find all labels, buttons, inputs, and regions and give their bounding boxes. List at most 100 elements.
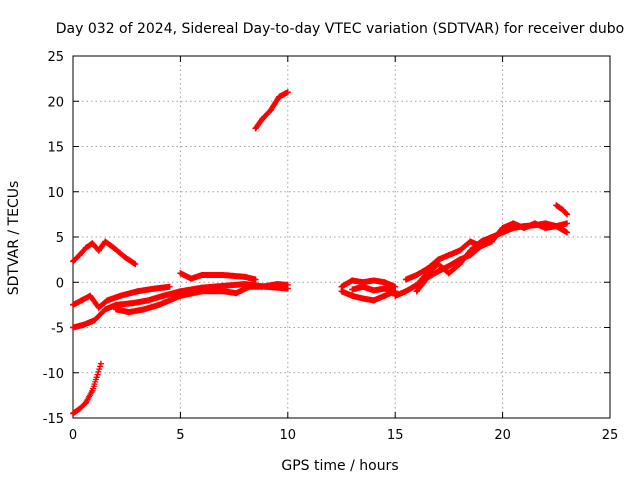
- data-point: [104, 297, 111, 304]
- y-tick-label: 15: [47, 141, 64, 156]
- data-point: [89, 387, 96, 394]
- x-tick-label: 25: [602, 428, 619, 443]
- y-tick-label: 25: [47, 50, 64, 65]
- data-point: [359, 295, 366, 302]
- data-point: [220, 272, 227, 279]
- x-tick-label: 20: [494, 428, 511, 443]
- data-point: [188, 275, 195, 282]
- data-point: [510, 220, 517, 227]
- chart-title: Day 032 of 2024, Sidereal Day-to-day VTE…: [56, 21, 624, 37]
- data-point: [130, 300, 137, 307]
- x-axis-label: GPS time / hours: [281, 458, 398, 474]
- y-axis-label: SDTVAR / TECUs: [6, 181, 22, 296]
- data-point: [102, 238, 109, 245]
- data-point: [564, 229, 571, 236]
- data-point: [112, 306, 119, 313]
- data-point: [424, 265, 431, 272]
- data-point: [424, 274, 431, 281]
- data-point: [177, 292, 184, 299]
- series-arc-3: [70, 283, 173, 311]
- data-point: [134, 288, 141, 295]
- y-tick-label: 10: [47, 186, 64, 201]
- data-point: [82, 244, 89, 251]
- data-point: [553, 202, 560, 209]
- data-point: [220, 288, 227, 295]
- data-point: [132, 261, 139, 268]
- data-point: [177, 270, 184, 277]
- data-point: [381, 285, 388, 292]
- data-point: [445, 252, 452, 259]
- data-point: [140, 306, 147, 313]
- data-point: [284, 281, 291, 288]
- data-point: [241, 273, 248, 280]
- data-point: [402, 288, 409, 295]
- data-point: [349, 286, 356, 293]
- data-point: [125, 309, 132, 316]
- x-tick-label: 0: [69, 428, 77, 443]
- data-point: [402, 276, 409, 283]
- data-point: [80, 321, 87, 328]
- data-point: [559, 206, 566, 213]
- data-point: [370, 277, 377, 284]
- data-point: [531, 220, 538, 227]
- data-point: [220, 282, 227, 289]
- data-point: [413, 272, 420, 279]
- series-arc-9: [338, 277, 399, 290]
- series-arc-14: [553, 202, 571, 218]
- data-point: [488, 238, 495, 245]
- data-point: [370, 287, 377, 294]
- data-point: [145, 297, 152, 304]
- x-tick-label: 5: [176, 428, 184, 443]
- data-point: [435, 268, 442, 275]
- data-point: [70, 301, 76, 308]
- data-point: [392, 292, 399, 299]
- grid-lines: [73, 56, 610, 418]
- data-point: [110, 244, 117, 251]
- data-point: [252, 125, 259, 132]
- data-point: [70, 258, 76, 265]
- data-point: [478, 243, 485, 250]
- y-tick-label: 0: [56, 276, 64, 291]
- data-point: [102, 306, 109, 313]
- data-point: [160, 292, 167, 299]
- plot-border: [72, 55, 611, 419]
- data-point: [413, 288, 420, 295]
- series-markers: [70, 363, 104, 417]
- data-point: [521, 224, 528, 231]
- series-arc-7: [252, 89, 291, 132]
- data-point: [338, 283, 345, 290]
- plot-frame: [72, 55, 611, 419]
- data-point: [284, 89, 291, 96]
- data-point: [381, 279, 388, 286]
- data-point: [276, 93, 283, 100]
- data-point: [445, 270, 452, 277]
- data-point: [499, 224, 506, 231]
- y-tick-label: -10: [43, 367, 64, 382]
- data-point: [252, 276, 259, 283]
- series-arc-6: [177, 270, 259, 283]
- series-arc-1: [70, 360, 104, 417]
- series-arc-5: [112, 281, 291, 316]
- data-point: [259, 283, 266, 290]
- data-point: [564, 211, 571, 218]
- data-point: [198, 272, 205, 279]
- data-point: [151, 285, 158, 292]
- y-tick-label: -5: [51, 322, 64, 337]
- y-tick-label: 5: [56, 231, 64, 246]
- data-series: [70, 89, 571, 417]
- data-point: [87, 292, 94, 299]
- data-point: [155, 301, 162, 308]
- data-point: [359, 283, 366, 290]
- data-point: [78, 297, 85, 304]
- data-point: [91, 317, 98, 324]
- data-point: [467, 252, 474, 259]
- data-point: [76, 252, 83, 259]
- data-point: [456, 256, 463, 263]
- data-point: [76, 405, 83, 412]
- data-point: [553, 223, 560, 230]
- data-point: [93, 374, 100, 381]
- data-point: [370, 297, 377, 304]
- data-point: [166, 283, 173, 290]
- data-point: [198, 288, 205, 295]
